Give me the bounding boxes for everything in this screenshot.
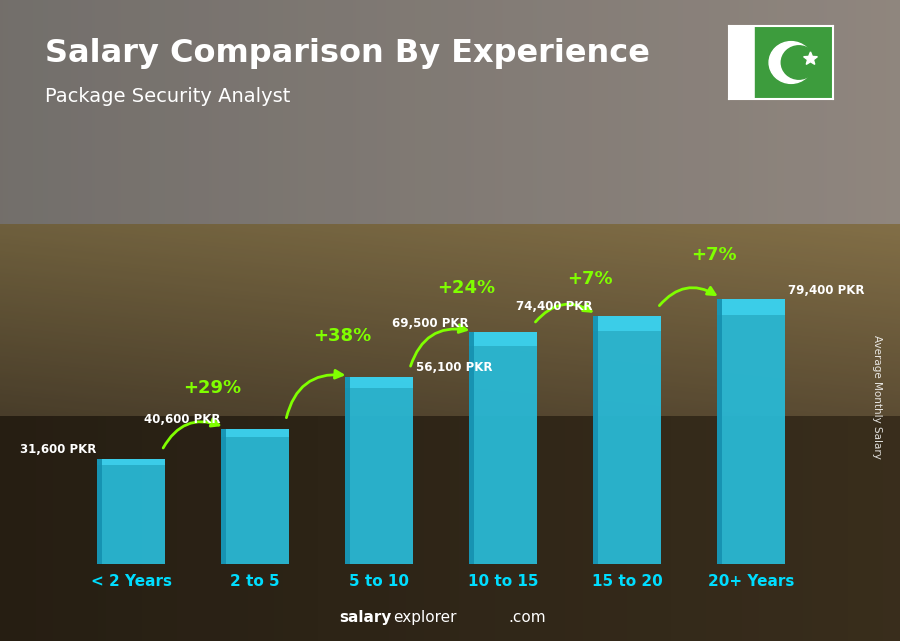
FancyArrowPatch shape (163, 419, 219, 448)
Text: +7%: +7% (691, 246, 736, 265)
Text: Package Security Analyst: Package Security Analyst (45, 87, 291, 106)
Text: +29%: +29% (183, 379, 241, 397)
Text: 74,400 PKR: 74,400 PKR (516, 301, 592, 313)
Bar (221, 429, 289, 564)
FancyArrowPatch shape (410, 325, 466, 366)
Bar (755, 26, 833, 99)
Text: 79,400 PKR: 79,400 PKR (788, 284, 865, 297)
Bar (221, 429, 289, 437)
Text: Salary Comparison By Experience: Salary Comparison By Experience (45, 38, 650, 69)
Bar (469, 333, 537, 564)
Text: .com: .com (508, 610, 546, 625)
Bar (716, 299, 722, 564)
Text: explorer: explorer (393, 610, 457, 625)
Bar (345, 377, 350, 564)
Text: 69,500 PKR: 69,500 PKR (392, 317, 468, 329)
FancyArrowPatch shape (286, 370, 343, 418)
Circle shape (781, 46, 816, 79)
Bar (469, 333, 473, 564)
Bar (469, 333, 537, 346)
Text: 56,100 PKR: 56,100 PKR (416, 362, 492, 374)
Text: +24%: +24% (436, 279, 495, 297)
Text: +38%: +38% (312, 328, 371, 345)
Bar (221, 429, 226, 564)
Text: Average Monthly Salary: Average Monthly Salary (872, 335, 883, 460)
Bar (593, 316, 661, 331)
Bar (729, 26, 755, 99)
Bar (716, 299, 785, 315)
Text: 40,600 PKR: 40,600 PKR (144, 413, 220, 426)
Text: +7%: +7% (567, 270, 613, 288)
Bar (345, 377, 413, 388)
Circle shape (770, 42, 813, 83)
Bar (97, 459, 166, 564)
Bar (97, 459, 166, 465)
Bar (345, 377, 413, 564)
Polygon shape (804, 52, 817, 64)
FancyArrowPatch shape (536, 304, 591, 322)
Bar (97, 459, 102, 564)
Bar (716, 299, 785, 564)
Bar (593, 316, 598, 564)
FancyArrowPatch shape (660, 287, 716, 306)
Text: 31,600 PKR: 31,600 PKR (20, 443, 96, 456)
Bar (593, 316, 661, 564)
Text: salary: salary (339, 610, 392, 625)
